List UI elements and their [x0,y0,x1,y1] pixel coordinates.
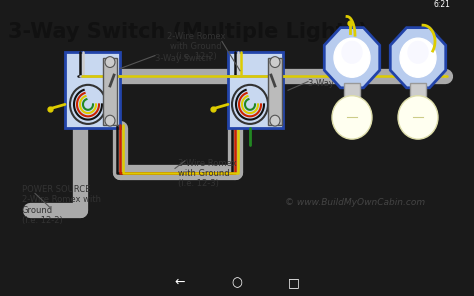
Text: 3-Way Switch (Multiple Lights): 3-Way Switch (Multiple Lights) [8,22,368,42]
Text: © www.BuildMyOwnCabin.com: © www.BuildMyOwnCabin.com [285,197,425,207]
Text: 2-Wire Romex
with Ground
(i.e. 12-2): 2-Wire Romex with Ground (i.e. 12-2) [167,32,225,62]
Circle shape [105,57,115,67]
Circle shape [334,38,370,77]
Circle shape [270,115,280,126]
Text: ←: ← [175,276,185,289]
Circle shape [398,96,438,139]
Circle shape [332,96,372,139]
Circle shape [270,57,280,67]
FancyBboxPatch shape [410,83,426,98]
Text: 3-Wire Romex
with Ground
(i.e. 12-3): 3-Wire Romex with Ground (i.e. 12-3) [178,159,237,189]
FancyBboxPatch shape [65,52,120,128]
Text: 6:21: 6:21 [433,0,450,9]
FancyBboxPatch shape [103,58,117,125]
Circle shape [400,38,436,77]
FancyBboxPatch shape [228,52,283,128]
Circle shape [105,115,115,126]
Text: □: □ [288,276,300,289]
Text: POWER SOURCE
2-Wire Romex with
Ground
(i.e. 12-2): POWER SOURCE 2-Wire Romex with Ground (i… [22,185,101,225]
Text: ○: ○ [232,276,242,289]
FancyBboxPatch shape [344,83,360,98]
Text: 3-Way Switch: 3-Way Switch [308,79,364,89]
Polygon shape [324,28,380,88]
Polygon shape [390,28,446,88]
Circle shape [342,41,362,63]
Circle shape [408,41,428,63]
Text: 3-Way Switch: 3-Way Switch [155,54,211,63]
FancyBboxPatch shape [268,58,282,125]
